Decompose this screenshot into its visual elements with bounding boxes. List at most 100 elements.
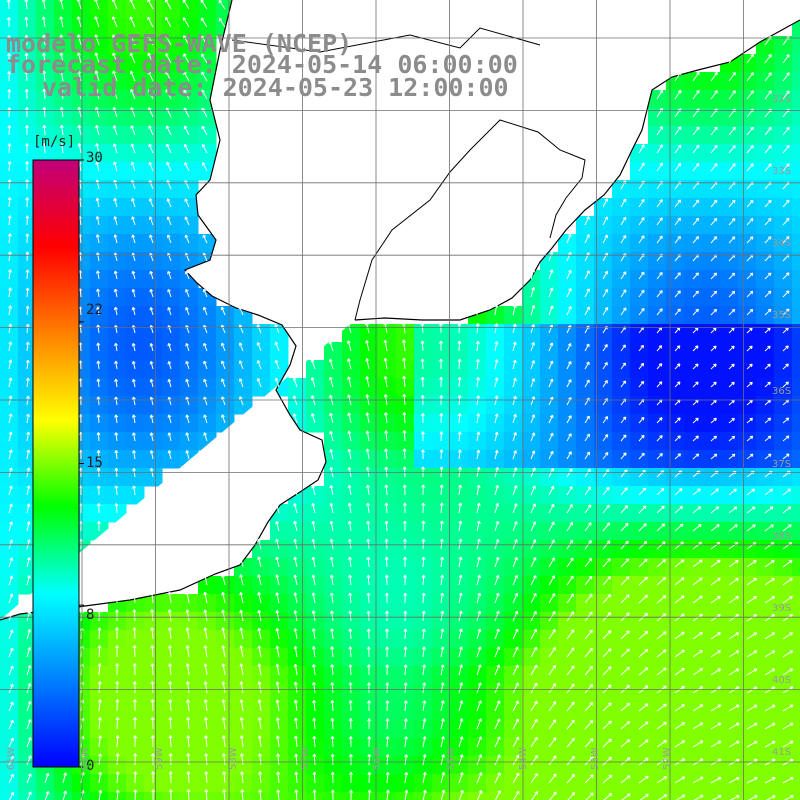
lat-label: 32S: [772, 94, 792, 105]
wind-speed-cell: [612, 270, 631, 289]
wind-speed-cell: [612, 522, 631, 541]
wind-speed-cell: [720, 90, 739, 109]
wind-arrow: [656, 89, 663, 100]
wind-arrow: [566, 451, 572, 460]
wind-arrow: [638, 380, 645, 388]
lat-label: 37S: [772, 459, 792, 470]
wind-speed-cell: [108, 108, 127, 127]
wind-arrow: [494, 556, 500, 568]
wind-arrow: [548, 305, 554, 316]
wind-arrow: [150, 717, 155, 730]
wind-speed-cell: [630, 144, 649, 163]
wind-speed-cell: [108, 648, 127, 667]
wind-arrow: [311, 663, 316, 676]
wind-arrow: [403, 628, 408, 640]
wind-arrow: [548, 269, 554, 280]
wind-speed-cell: [288, 720, 307, 739]
wind-speed-cell: [630, 162, 649, 181]
wind-speed-cell: [792, 270, 800, 289]
wind-arrow: [710, 506, 720, 514]
lon-label: 52W: [662, 747, 673, 770]
wind-arrow: [512, 574, 519, 586]
wind-speed-cell: [630, 468, 649, 487]
wind-speed-cell: [666, 216, 685, 235]
wind-speed-cell: [522, 342, 541, 361]
wind-arrow: [186, 771, 191, 784]
wind-arrow: [638, 307, 645, 316]
wind-speed-cell: [126, 126, 145, 145]
wind-arrow: [422, 771, 427, 784]
wind-speed-cell: [324, 576, 343, 595]
wind-arrow: [439, 484, 444, 496]
wind-arrow: [656, 199, 663, 208]
wind-arrow: [42, 124, 47, 136]
wind-arrow: [96, 414, 101, 424]
wind-arrow: [710, 363, 717, 370]
wind-arrow: [602, 702, 612, 712]
wind-speed-cell: [774, 270, 793, 289]
wind-arrow: [257, 627, 262, 640]
wind-arrow: [257, 663, 262, 676]
wind-speed-cell: [540, 288, 559, 307]
wind-speed-cell: [612, 288, 631, 307]
wind-arrow: [584, 593, 593, 604]
wind-arrow: [656, 595, 667, 604]
wind-arrow: [638, 739, 649, 748]
wind-speed-cell: [108, 18, 127, 37]
wind-speed-cell: [18, 432, 37, 451]
wind-arrow: [693, 794, 704, 800]
wind-speed-cell: [324, 702, 343, 721]
wind-speed-cell: [666, 234, 685, 253]
wind-speed-cell: [0, 144, 19, 163]
wind-speed-cell: [540, 468, 559, 487]
wind-speed-cell: [162, 54, 181, 73]
lat-label: 39S: [772, 603, 792, 614]
wind-arrow: [440, 754, 446, 766]
wind-speed-cell: [396, 558, 415, 577]
wind-arrow: [366, 556, 371, 568]
wind-speed-cell: [324, 612, 343, 631]
wind-arrow: [150, 681, 155, 694]
wind-arrow: [710, 199, 718, 208]
wind-arrow: [402, 502, 407, 514]
wind-speed-cell: [108, 72, 127, 91]
wind-arrow: [457, 431, 462, 442]
wind-arrow: [764, 72, 772, 82]
wind-speed-cell: [72, 144, 91, 163]
wind-arrow: [238, 378, 244, 388]
wind-speed-cell: [162, 306, 181, 325]
wind-arrow: [656, 505, 665, 514]
wind-speed-cell: [108, 702, 127, 721]
wind-arrow: [348, 574, 353, 586]
wind-speed-cell: [198, 756, 217, 775]
wind-arrow: [674, 363, 681, 370]
wind-arrow: [275, 503, 280, 514]
wind-arrow: [115, 789, 120, 800]
wind-speed-cell: [684, 342, 703, 361]
wind-speed-cell: [342, 324, 361, 343]
wind-speed-cell: [558, 378, 577, 397]
wind-arrow: [257, 609, 262, 622]
wind-speed-cell: [270, 558, 289, 577]
wind-speed-cell: [288, 540, 307, 559]
wind-speed-cell: [108, 126, 127, 145]
wind-speed-cell: [432, 324, 451, 343]
wind-speed-cell: [414, 612, 433, 631]
wind-speed-cell: [270, 702, 289, 721]
wind-arrow: [476, 700, 482, 712]
wind-arrow: [167, 360, 172, 370]
wind-speed-cell: [540, 396, 559, 415]
wind-arrow: [150, 609, 155, 622]
wind-speed-cell: [288, 630, 307, 649]
wind-speed-cell: [774, 36, 793, 55]
wind-speed-cell: [612, 414, 631, 433]
wind-speed-cell: [774, 180, 793, 199]
wind-speed-cell: [90, 36, 109, 55]
wind-arrow: [674, 559, 685, 568]
wind-arrow: [98, 735, 103, 748]
wind-arrow: [8, 287, 13, 298]
wind-arrow: [638, 217, 645, 226]
wind-speed-cell: [324, 648, 343, 667]
wind-arrow: [330, 628, 334, 640]
wind-arrow: [166, 198, 172, 208]
